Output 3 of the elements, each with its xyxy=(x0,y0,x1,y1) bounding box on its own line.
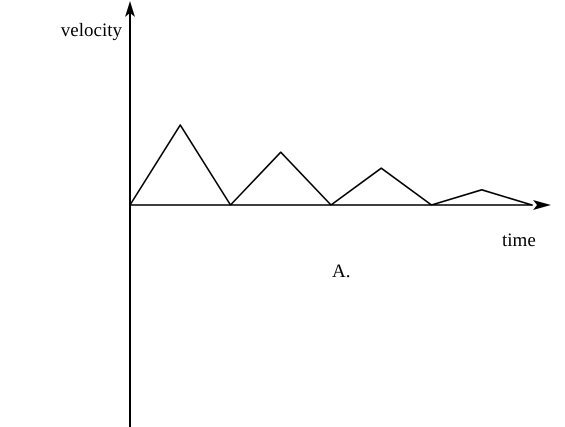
text: A. xyxy=(332,261,350,282)
x-axis-title: time xyxy=(502,230,536,251)
y-axis-title: velocity xyxy=(60,20,122,41)
